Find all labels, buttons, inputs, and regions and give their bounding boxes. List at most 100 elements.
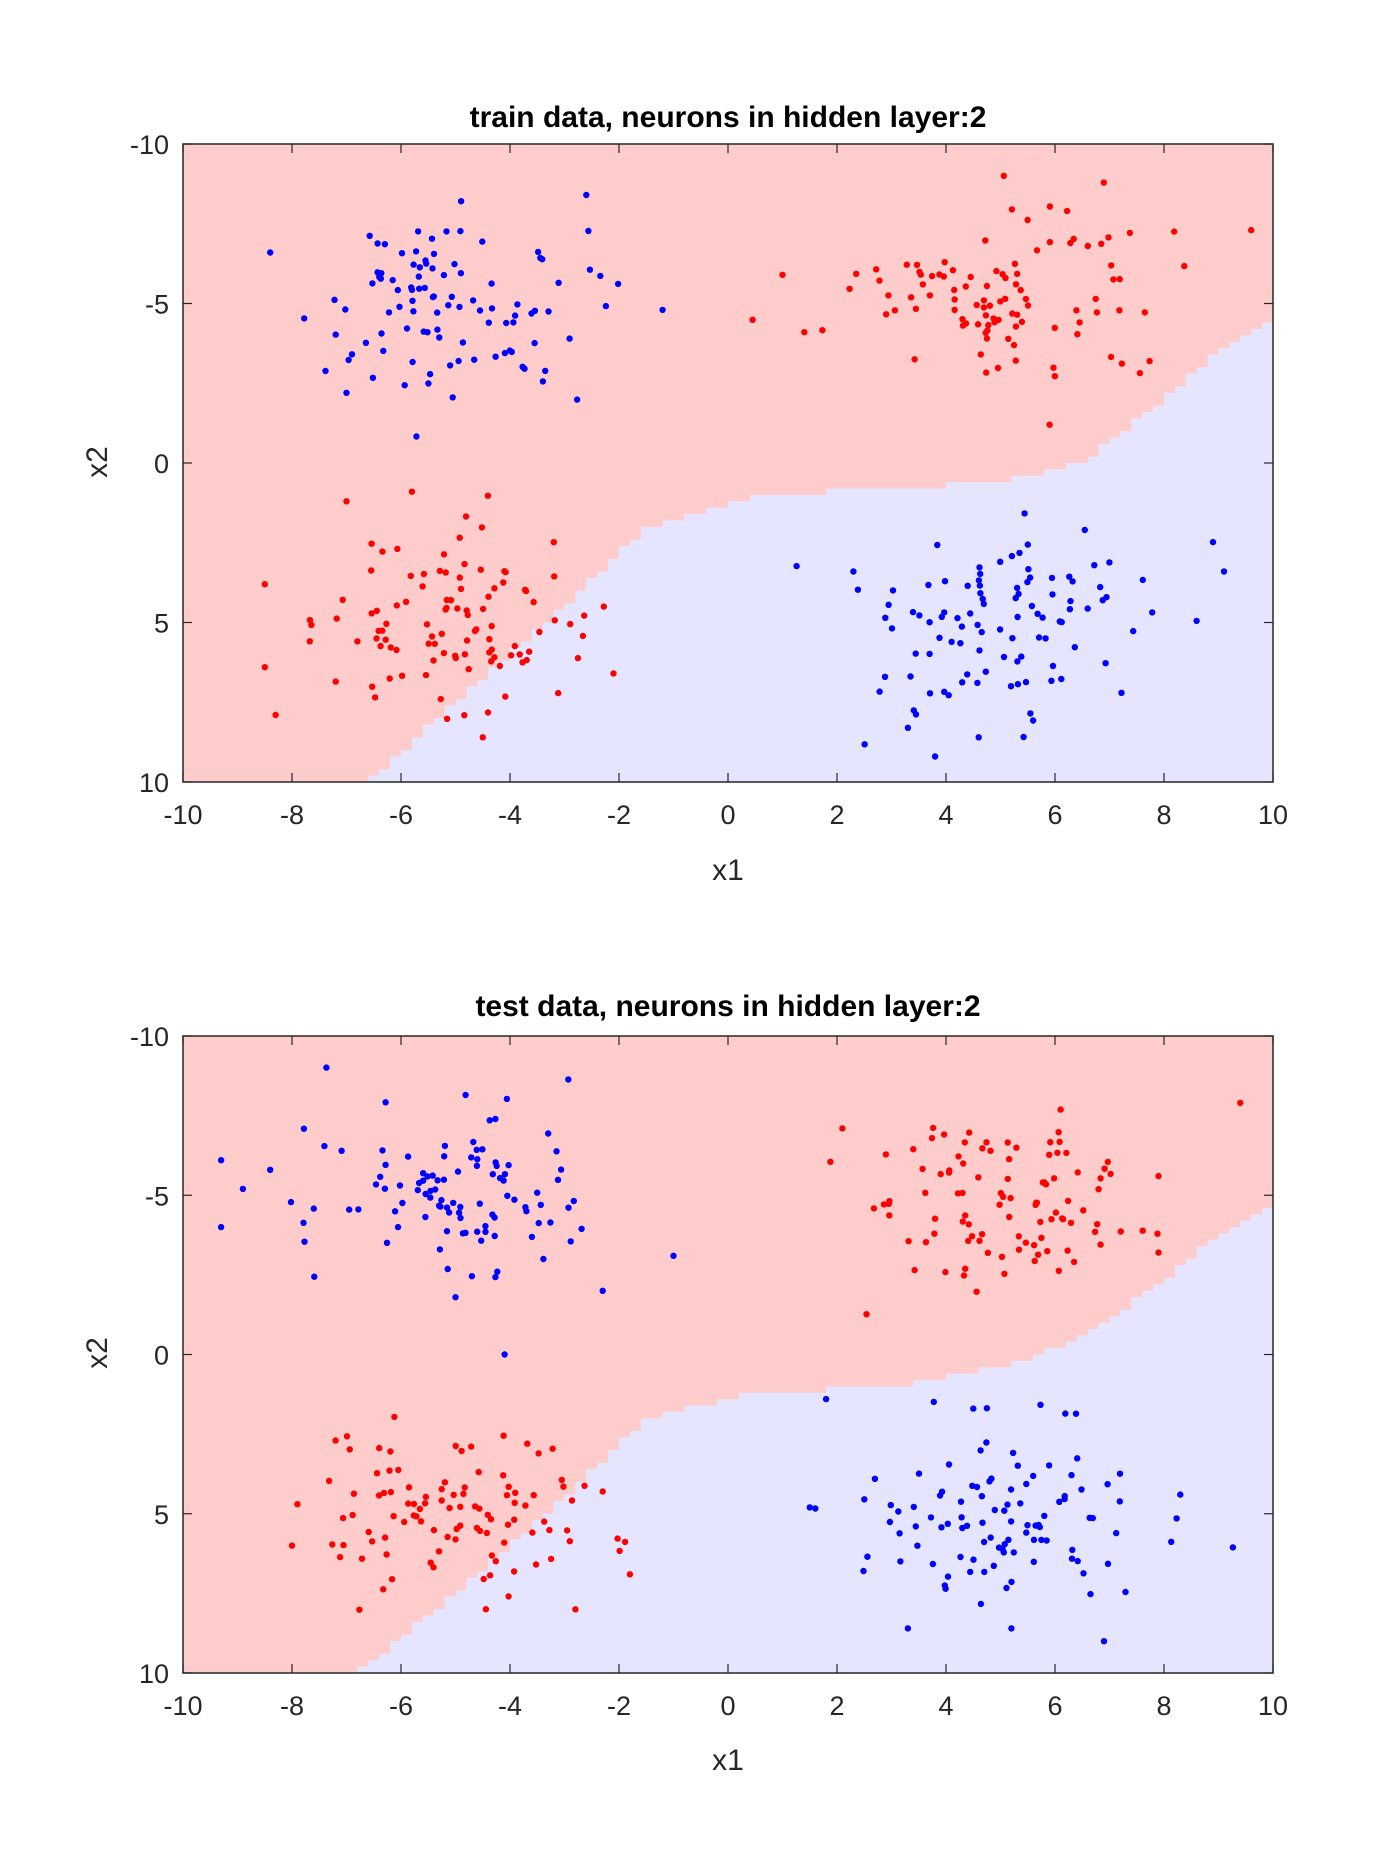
data-point [494,1268,501,1275]
data-point [452,1294,459,1301]
data-point [904,1625,912,1632]
data-point [583,191,590,199]
data-point [926,619,933,626]
data-point [522,587,530,595]
data-point [997,298,1004,305]
data-point [996,1201,1003,1208]
data-point [806,1504,813,1511]
data-point [482,1606,490,1613]
data-point [343,389,350,396]
data-point [860,1567,867,1575]
data-point [1149,609,1156,616]
data-point [1020,733,1027,741]
data-point [461,1484,468,1491]
data-point [523,656,530,664]
data-point [1051,324,1059,331]
data-point [1095,1186,1102,1193]
data-point [962,283,969,290]
y-tick-label: -5 [145,290,169,320]
data-point [951,286,958,294]
data-point [484,709,492,716]
data-point [888,625,896,632]
data-point [473,1524,481,1532]
data-point [905,1238,912,1245]
x-tick-label: 4 [938,800,953,830]
data-point [1097,1241,1104,1248]
data-point [864,1553,871,1560]
data-point [430,1526,438,1534]
data-point [1073,307,1080,314]
data-point [217,1157,225,1164]
data-point [1029,717,1037,724]
data-point [1056,1498,1063,1506]
data-point [907,294,915,301]
data-point [948,638,955,646]
y-tick-label: 10 [139,1659,169,1689]
data-point [978,628,985,636]
x-axis-label: x1 [712,1744,744,1777]
data-point [336,1553,344,1561]
data-point [369,683,376,690]
x-tick-label: -6 [389,800,413,830]
data-point [1014,1462,1021,1469]
data-point [1168,1538,1175,1546]
data-point [938,1524,945,1531]
data-point [978,1231,986,1238]
data-point [379,548,386,555]
data-point [425,380,432,387]
data-point [793,562,800,570]
data-point [430,250,438,258]
data-point [491,1214,498,1221]
data-point [308,621,315,629]
data-point [960,1160,967,1167]
data-point [1044,1248,1051,1255]
data-point [345,356,352,364]
data-point [931,1230,938,1237]
data-point [333,615,340,622]
data-point [962,1265,969,1272]
data-point [386,1467,393,1474]
data-point [377,1173,384,1181]
data-point [1009,310,1016,317]
data-point [863,1311,870,1318]
data-point [985,321,992,329]
data-point [1048,574,1056,582]
data-point [1067,597,1074,605]
data-point [986,1478,993,1485]
data-point [445,1209,453,1216]
y-tick-label: -10 [130,130,169,160]
data-point [443,604,450,612]
data-point [547,1219,554,1226]
data-point [1093,309,1101,316]
data-point [659,306,666,314]
data-point [1015,1233,1022,1240]
data-point [967,1568,974,1576]
train-chart-panel: train data, neurons in hidden layer:2 -1… [81,101,1288,887]
data-point [404,1153,412,1160]
data-point [376,273,383,281]
data-point [930,1398,937,1406]
data-point [919,1165,926,1173]
data-point [551,617,558,624]
data-point [545,1130,552,1137]
data-point [428,633,436,640]
data-point [1248,226,1255,234]
data-point [882,1151,890,1158]
data-point [982,237,989,244]
data-point [955,1153,962,1160]
data-point [586,266,594,273]
data-point [1229,1544,1237,1551]
data-point [394,286,401,294]
data-point [910,1146,917,1153]
data-point [443,715,451,722]
data-point [1110,276,1117,283]
data-point [996,626,1004,633]
chart-title: train data, neurons in hidden layer:2 [470,101,987,134]
data-point [425,640,432,647]
data-point [957,1553,964,1561]
data-point [979,595,986,603]
data-point [1118,360,1126,367]
data-point [570,1197,577,1205]
data-point [379,1147,386,1154]
chart-title: test data, neurons in hidden layer:2 [475,990,980,1023]
